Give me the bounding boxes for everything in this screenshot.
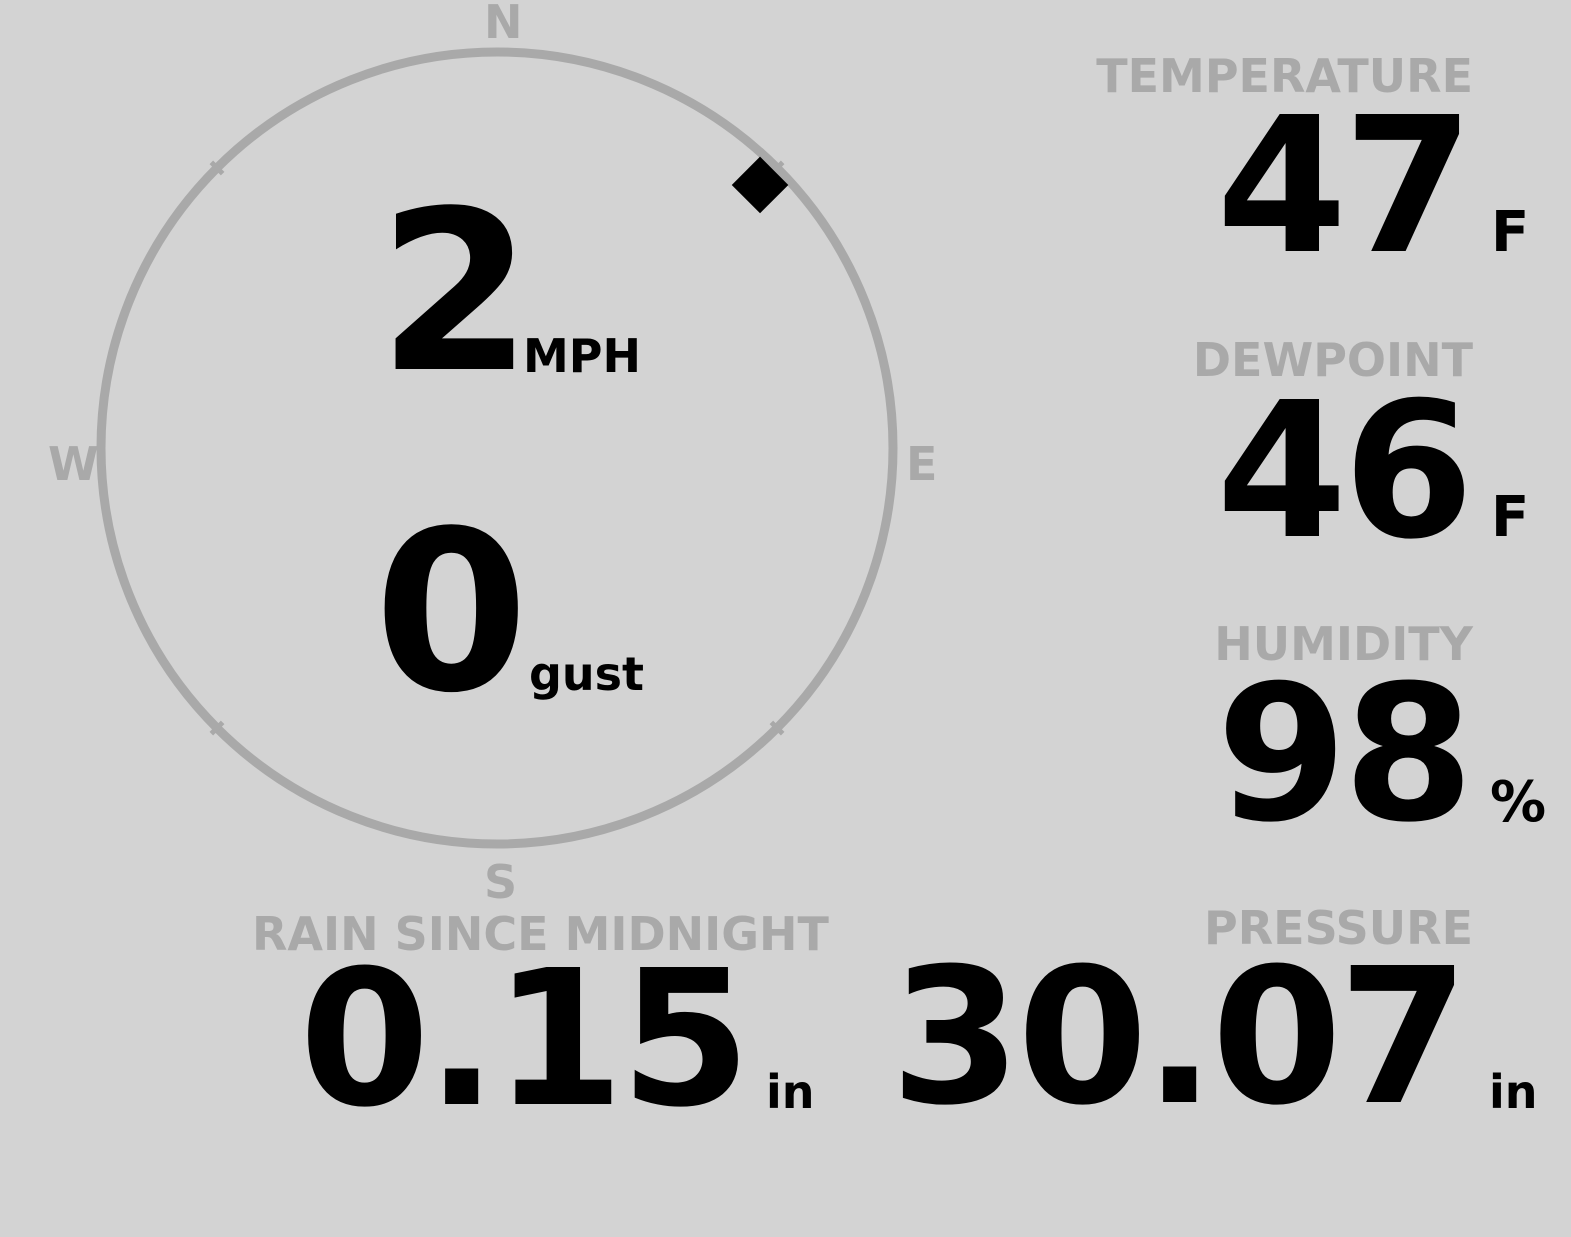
dewpoint-label: DEWPOINT <box>1192 333 1473 387</box>
compass-west-label: W <box>48 437 99 491</box>
temperature-unit: F <box>1491 200 1530 265</box>
humidity-unit: % <box>1490 770 1547 835</box>
pressure-unit: in <box>1489 1065 1538 1119</box>
wind-speed-unit: MPH <box>523 329 641 383</box>
compass-tick <box>209 720 225 736</box>
rain-unit: in <box>766 1065 815 1119</box>
wind-gust-value: 0 <box>374 484 528 742</box>
humidity-label: HUMIDITY <box>1214 617 1473 671</box>
wind-gust-label: gust <box>529 647 645 701</box>
compass-east-label: E <box>906 437 938 491</box>
compass-tick <box>769 720 785 736</box>
temperature-label: TEMPERATURE <box>1096 49 1473 103</box>
dewpoint-value: 46 <box>1216 362 1474 581</box>
pressure-value: 30.07 <box>890 928 1469 1147</box>
rain-value: 0.15 <box>299 930 751 1149</box>
pressure-label: PRESSURE <box>1204 901 1473 955</box>
compass-ticks <box>209 160 785 736</box>
rain-label: RAIN SINCE MIDNIGHT <box>252 907 829 961</box>
dewpoint-unit: F <box>1491 485 1530 550</box>
compass-tick <box>209 160 225 176</box>
humidity-value: 98 <box>1216 645 1474 864</box>
compass-south-label: S <box>484 855 518 909</box>
compass-ring <box>96 47 898 849</box>
wind-speed-value: 2 <box>378 164 532 422</box>
compass-north-label: N <box>484 0 523 49</box>
temperature-value: 47 <box>1216 77 1474 296</box>
